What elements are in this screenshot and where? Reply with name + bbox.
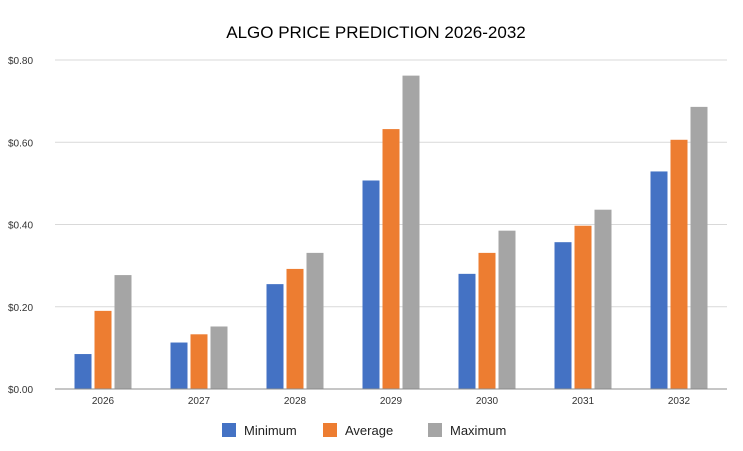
legend-label-minimum: Minimum (244, 423, 297, 438)
legend-swatch-average (323, 423, 337, 437)
x-tick-label: 2030 (476, 396, 499, 407)
bar-average-2029 (382, 129, 400, 389)
y-tick-label: $0.00 (8, 385, 33, 396)
bar-average-2028 (286, 268, 304, 389)
bar-minimum-2032 (650, 171, 668, 389)
bar-average-2031 (574, 225, 592, 389)
x-tick-label: 2028 (284, 396, 307, 407)
legend-label-maximum: Maximum (450, 423, 506, 438)
x-axis-ticks: 2026 2027 2028 2029 2030 2031 2032 (92, 396, 691, 407)
legend-swatch-maximum (428, 423, 442, 437)
y-tick-label: $0.60 (8, 138, 33, 149)
legend-swatch-minimum (222, 423, 236, 437)
x-tick-label: 2031 (572, 396, 595, 407)
bar-maximum-2031 (594, 209, 612, 389)
bar-maximum-2032 (690, 106, 708, 389)
x-tick-label: 2027 (188, 396, 211, 407)
bar-average-2030 (478, 252, 496, 389)
x-tick-label: 2026 (92, 396, 115, 407)
bar-minimum-2029 (362, 180, 380, 389)
bar-maximum-2028 (306, 252, 324, 389)
bar-maximum-2027 (210, 326, 228, 389)
bar-maximum-2026 (114, 275, 132, 389)
bar-minimum-2027 (170, 342, 188, 389)
bar-minimum-2031 (554, 242, 572, 389)
bar-average-2032 (670, 139, 688, 389)
chart-title: ALGO PRICE PREDICTION 2026-2032 (226, 23, 526, 42)
bar-average-2027 (190, 334, 208, 389)
bar-minimum-2026 (74, 354, 92, 389)
x-tick-label: 2029 (380, 396, 403, 407)
y-axis-ticks: $0.00 $0.20 $0.40 $0.60 $0.80 (8, 56, 33, 396)
bar-minimum-2030 (458, 273, 476, 389)
bar-minimum-2028 (266, 284, 284, 389)
bars (74, 75, 708, 389)
legend-label-average: Average (345, 423, 393, 438)
y-tick-label: $0.80 (8, 56, 33, 67)
bar-maximum-2030 (498, 230, 516, 389)
legend: Minimum Average Maximum (222, 423, 506, 438)
y-tick-label: $0.40 (8, 221, 33, 232)
bar-maximum-2029 (402, 75, 420, 389)
x-tick-label: 2032 (668, 396, 691, 407)
bar-average-2026 (94, 310, 112, 389)
y-tick-label: $0.20 (8, 303, 33, 314)
